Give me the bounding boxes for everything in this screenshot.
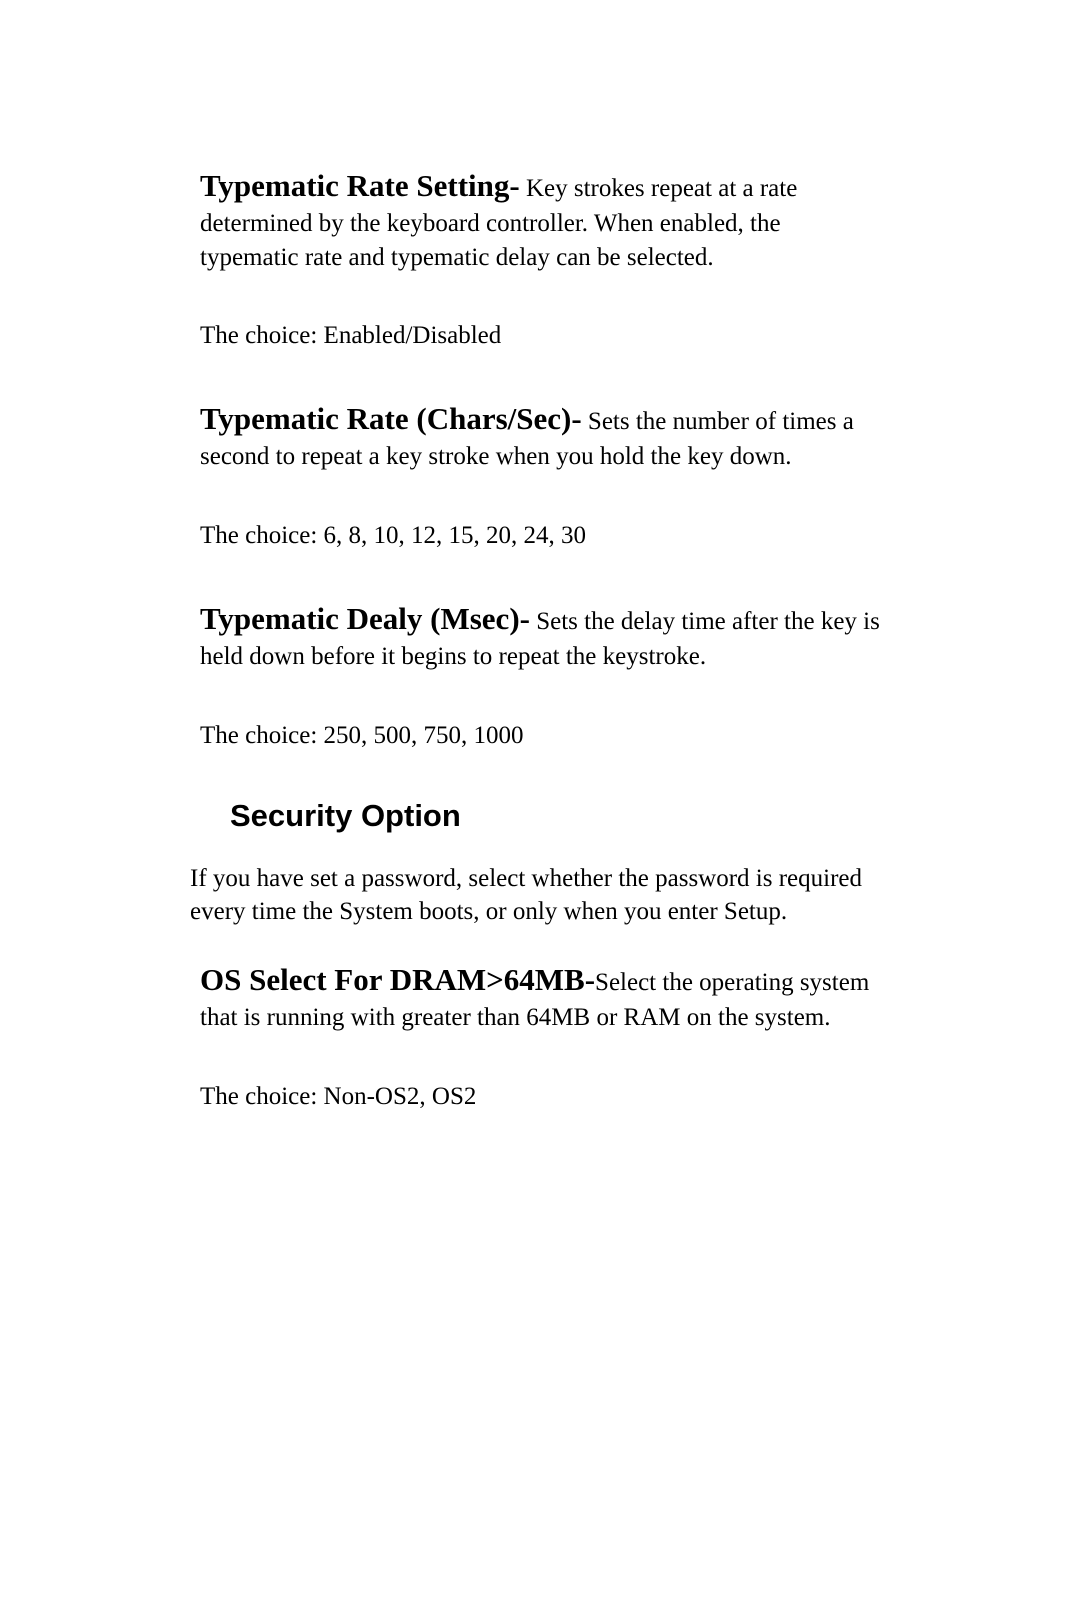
- typematic-delay-paragraph: Typematic Dealy (Msec)- Sets the delay t…: [200, 598, 880, 674]
- typematic-rate-setting-paragraph: Typematic Rate Setting- Key strokes repe…: [200, 165, 880, 274]
- typematic-delay-section: Typematic Dealy (Msec)- Sets the delay t…: [200, 598, 880, 750]
- typematic-delay-choice: The choice: 250, 500, 750, 1000: [200, 722, 880, 750]
- os-select-section: OS Select For DRAM>64MB-Select the opera…: [200, 959, 880, 1111]
- typematic-rate-chars-heading: Typematic Rate (Chars/Sec)-: [200, 401, 582, 436]
- os-select-paragraph: OS Select For DRAM>64MB-Select the opera…: [200, 959, 880, 1035]
- typematic-delay-heading: Typematic Dealy (Msec)-: [200, 601, 530, 636]
- typematic-rate-setting-heading: Typematic Rate Setting-: [200, 168, 520, 203]
- os-select-choice: The choice: Non-OS2, OS2: [200, 1083, 880, 1111]
- security-option-heading: Security Option: [230, 798, 880, 834]
- security-option-body: If you have set a password, select wheth…: [190, 862, 870, 930]
- typematic-rate-setting-choice: The choice: Enabled/Disabled: [200, 322, 880, 350]
- typematic-rate-chars-choice: The choice: 6, 8, 10, 12, 15, 20, 24, 30: [200, 522, 880, 550]
- typematic-rate-chars-section: Typematic Rate (Chars/Sec)- Sets the num…: [200, 398, 880, 550]
- typematic-rate-chars-paragraph: Typematic Rate (Chars/Sec)- Sets the num…: [200, 398, 880, 474]
- typematic-rate-setting-section: Typematic Rate Setting- Key strokes repe…: [200, 165, 880, 350]
- os-select-heading: OS Select For DRAM>64MB-: [200, 962, 595, 997]
- security-option-section: Security Option If you have set a passwo…: [200, 798, 880, 930]
